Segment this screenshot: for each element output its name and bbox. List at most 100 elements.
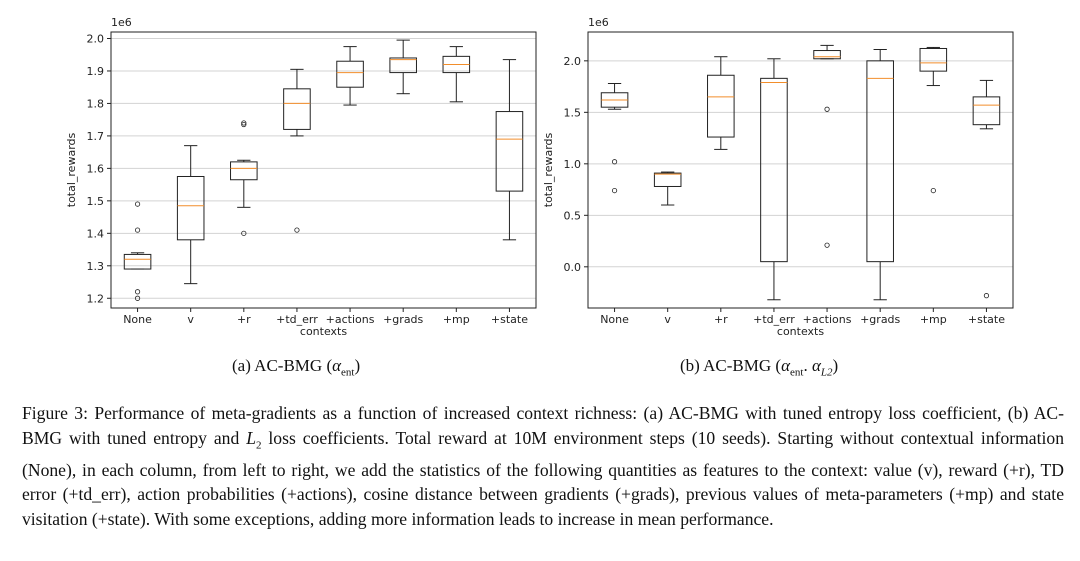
caption-l2-letter: L [246, 427, 256, 448]
chart-b-box-6-flier-0 [930, 187, 936, 194]
chart-a-box-0 [123, 201, 152, 301]
chart-a-box-5-iqr [389, 57, 417, 74]
subcaption-a: (a) AC-BMG (αent) [232, 356, 360, 378]
chart-a-ytick-label-4: 1.6 [87, 162, 105, 175]
chart-a-ytick-label-1: 1.3 [87, 260, 105, 273]
chart-a-box-0-flier-3 [134, 295, 141, 301]
chart-a-box-2 [230, 120, 258, 236]
chart-a-ytick-label-3: 1.5 [87, 195, 105, 208]
chart-b-xtick-label-6: +mp [920, 313, 947, 326]
chart-b-box-1-iqr [653, 172, 682, 187]
chart-a-box-2-iqr [230, 161, 258, 181]
chart-b-ylabel: total_rewards [542, 132, 555, 207]
chart-b-box-6-iqr [919, 47, 948, 72]
chart-b-box-3 [760, 58, 788, 301]
chart-a-box-5 [389, 39, 417, 95]
chart-b-xtick-label-5: +grads [860, 313, 900, 326]
chart-a-ytick-label-5: 1.7 [87, 130, 105, 143]
chart-a-box-4 [336, 46, 364, 106]
chart-b-xtick-label-1: v [664, 313, 671, 326]
chart-a-box-1-iqr [176, 175, 205, 241]
chart-a-box-2-flier-1 [241, 121, 247, 128]
chart-b-box-3-iqr [760, 77, 788, 263]
chart-a-xtick-label-3: +td_err [276, 313, 318, 326]
chart-a-xtick-label-6: +mp [443, 313, 470, 326]
subcaption-b: (b) AC-BMG (αent. αL2) [680, 356, 838, 378]
chart-a-box-6 [442, 46, 471, 103]
chart-a-xtick-label-0: None [123, 313, 152, 326]
subcaption-b-alpha2: α [811, 356, 821, 375]
subcaption-a-suffix: ) [354, 356, 361, 375]
chart-b-box-0-flier-1 [611, 187, 618, 194]
subcaption-b-suffix: ) [832, 356, 839, 375]
figure-caption: Figure 3: Performance of meta-gradients … [22, 401, 1064, 531]
chart-b-box-7-iqr [972, 96, 1001, 126]
subcaption-a-alpha: α [332, 356, 342, 375]
chart-b-ytick-label-4: 2.0 [564, 55, 582, 68]
caption-text-2: loss coefficients. Total reward at 10M e… [22, 427, 1064, 529]
subcaption-a-prefix: (a) AC-BMG ( [232, 356, 333, 375]
chart-b-box-4 [813, 44, 841, 248]
chart-a-svg: 1.2 1.3 1.4 1.5 1.6 1.7 1.8 1.9 2.0 1e6 None v +r +td… [65, 16, 537, 338]
chart-b-box-7-flier-0 [983, 293, 990, 299]
chart-a-xtick-label-4: +actions [326, 313, 375, 326]
chart-a-box-3-flier-0 [294, 227, 300, 233]
caption-text-1: Figure 3: Performance of meta-gradients … [22, 403, 1064, 448]
chart-b-xtick-label-0: None [600, 313, 629, 326]
chart-a-box-3 [283, 68, 311, 233]
chart-a-ytick-label-0: 1.2 [87, 292, 105, 305]
chart-a-box-7 [495, 59, 524, 241]
chart-b-box-6 [919, 46, 948, 194]
chart-a-box-0-flier-0 [134, 201, 141, 207]
chart-b-box-4-iqr [813, 50, 841, 60]
chart-b-box-5-iqr [866, 60, 894, 263]
chart-a-box-0-flier-2 [134, 289, 141, 295]
chart-a-box-0-flier-1 [134, 227, 141, 233]
chart-a-grid [111, 37, 536, 299]
chart-b-ytick-label-1: 0.5 [564, 209, 582, 222]
subcaption-a-sub: ent [341, 366, 355, 379]
chart-b-grid [588, 60, 1013, 268]
chart-a-box-3-iqr [283, 88, 311, 130]
chart-b-xtick-label-2: +r [714, 313, 728, 326]
chart-b-xtick-label-7: +state [968, 313, 1005, 326]
chart-a-box-2-flier-0 [241, 120, 247, 126]
chart-a-box-7-iqr [495, 111, 524, 192]
subcaption-b-sub2: L2 [820, 366, 833, 379]
chart-a-box-0-iqr [123, 253, 152, 270]
chart-a-xtick-label-5: +grads [383, 313, 423, 326]
chart-a-box-2-flier-2 [241, 230, 247, 236]
chart-a-xtick-label-1: v [187, 313, 194, 326]
chart-b-xlabel: contexts [777, 325, 824, 338]
chart-b-box-2 [707, 56, 735, 150]
subcaption-b-alpha1: α [781, 356, 790, 375]
chart-b-box-7 [972, 79, 1001, 299]
chart-b-ytick-label-0: 0.0 [564, 261, 582, 274]
chart-b-box-0 [600, 82, 629, 194]
chart-a-ytick-label-8: 2.0 [87, 32, 105, 45]
chart-b-xtick-label-3: +td_err [753, 313, 795, 326]
chart-a-offset-text: 1e6 [111, 16, 132, 29]
chart-b: 0.0 0.5 1.0 1.5 2.0 1e6 None v +r +td_err +actions… [540, 0, 1080, 340]
chart-a-xlabel: contexts [300, 325, 347, 338]
subcaption-b-sub1: ent [790, 366, 804, 379]
chart-b-xtick-label-4: +actions [803, 313, 852, 326]
chart-a-ylabel: total_rewards [65, 132, 78, 207]
chart-a-frame [110, 31, 537, 309]
chart-a-xtick-label-7: +state [491, 313, 528, 326]
subcaption-b-prefix: (b) AC-BMG ( [680, 356, 782, 375]
chart-b-box-4-flier-1 [824, 242, 830, 248]
chart-b-ytick-label-2: 1.0 [564, 158, 582, 171]
chart-a-ytick-label-2: 1.4 [87, 227, 105, 240]
chart-b-box-1 [653, 171, 682, 206]
chart-a-box-4-iqr [336, 60, 364, 88]
chart-b-box-0-flier-0 [611, 159, 618, 165]
chart-b-frame [587, 31, 1014, 309]
caption-l2-sub: 2 [256, 439, 262, 452]
chart-b-box-5 [866, 49, 894, 301]
chart-b-svg: 0.0 0.5 1.0 1.5 2.0 1e6 None v +r +td_err +actions… [542, 16, 1014, 338]
chart-a: 1.2 1.3 1.4 1.5 1.6 1.7 1.8 1.9 2.0 1e6 None v +r +td… [0, 0, 540, 340]
chart-b-ytick-label-3: 1.5 [564, 106, 582, 119]
chart-a-ytick-label-6: 1.8 [87, 97, 105, 110]
chart-b-box-2-iqr [707, 74, 735, 138]
